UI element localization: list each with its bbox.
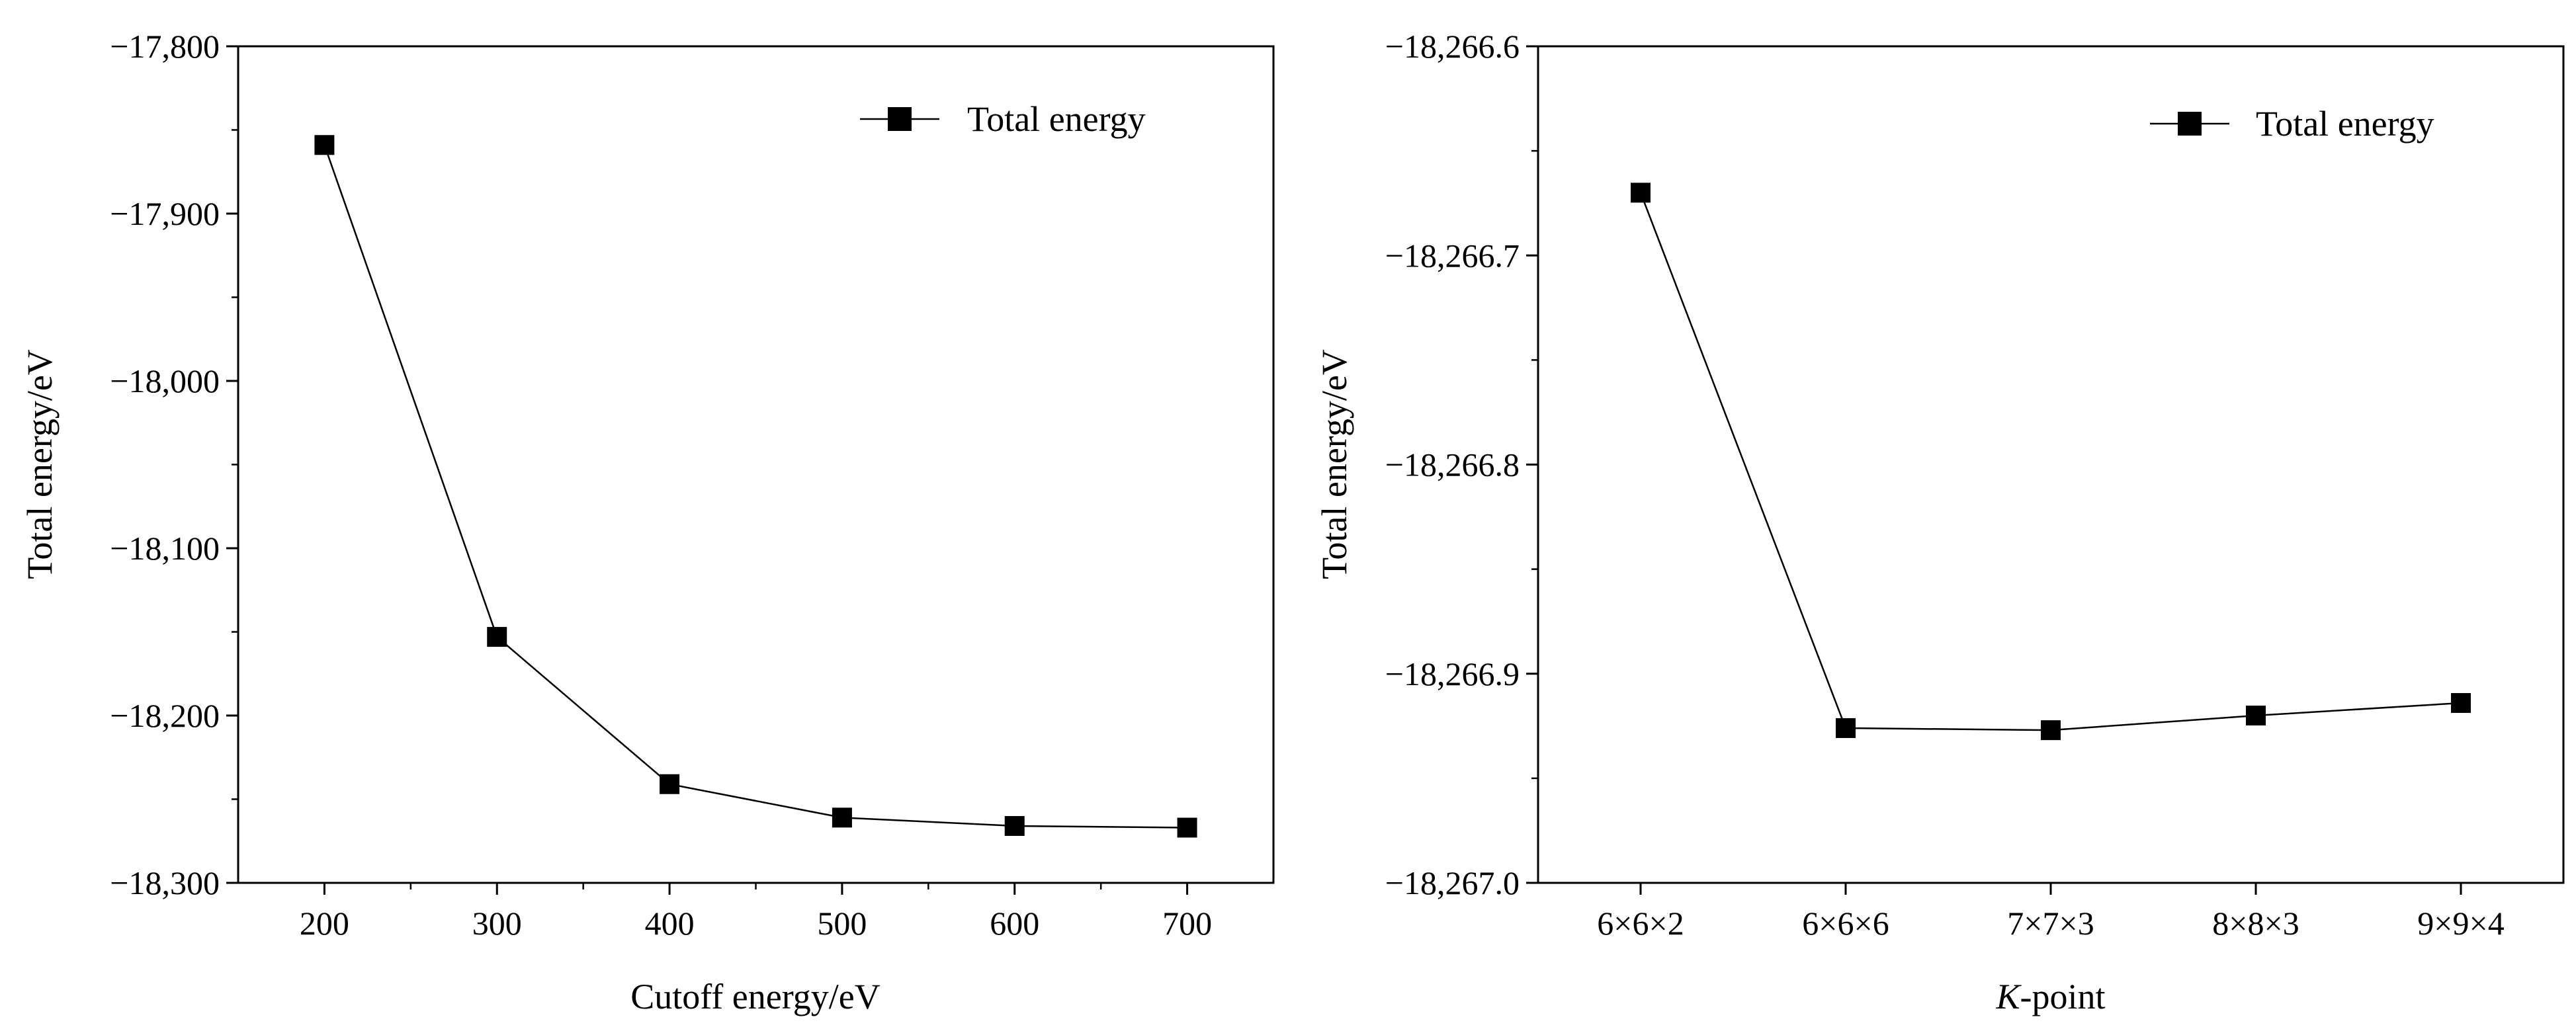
y-tick-label-left: −18,000	[110, 362, 220, 399]
data-point-left	[660, 774, 680, 794]
plot-frame-left	[237, 45, 1275, 884]
x-tick-label-right: 7×7×3	[2007, 905, 2094, 942]
legend-right: Total energy	[2150, 104, 2434, 144]
data-point-left	[1177, 817, 1197, 838]
y-tick-label-left: −17,900	[110, 195, 220, 232]
series-right	[1631, 183, 2471, 741]
data-point-left	[1004, 815, 1025, 836]
data-point-right	[2246, 706, 2266, 725]
data-point-left	[487, 627, 507, 647]
legend-left: Total energy	[860, 99, 1146, 139]
legend-label-right: Total energy	[2256, 104, 2434, 144]
x-tick-label-right: 6×6×2	[1597, 905, 1684, 942]
x-tick-label-right: 9×9×4	[2417, 905, 2504, 942]
data-point-left	[314, 135, 335, 155]
x-axis-right: 6×6×2 6×6×6 7×7×3 8×8×3 9×9×4	[1597, 883, 2505, 942]
y-tick-label-right: −18,267.0	[1385, 864, 1520, 901]
x-tick-label-left: 200	[300, 905, 349, 942]
y-tick-label-right: −18,266.8	[1385, 446, 1520, 483]
k-point-chart: −18,266.6 −18,266.7 −18,266.8 −18,266.9 −18,…	[1314, 28, 2565, 1016]
y-tick-label-right: −18,266.6	[1385, 28, 1520, 65]
series-left	[314, 135, 1197, 838]
data-point-left	[832, 807, 852, 828]
y-tick-label-left: −18,100	[110, 530, 220, 567]
legend-marker-right	[2178, 112, 2202, 136]
y-tick-label-left: −18,200	[110, 697, 220, 734]
x-axis-title-right: K-point	[1995, 977, 2105, 1016]
x-axis-left: 200 300 400 500 600 700	[300, 883, 1212, 942]
y-axis-title-left: Total energy/eV	[20, 349, 60, 579]
series-line-right	[1639, 192, 2462, 731]
data-point-right	[1836, 718, 1856, 738]
y-tick-label-right: −18,266.9	[1385, 655, 1520, 692]
y-axis-left: −17,800 −17,900 −18,000 −18,100 −18,200 −18,3…	[110, 28, 238, 901]
x-tick-label-right: 6×6×6	[1802, 905, 1889, 942]
data-point-right	[2041, 720, 2061, 741]
x-tick-label-right: 8×8×3	[2212, 905, 2299, 942]
x-axis-title-rest: -point	[2020, 977, 2106, 1016]
data-point-right	[1631, 183, 1651, 203]
x-axis-title-italic: K	[1995, 977, 2022, 1016]
legend-marker-left	[888, 107, 912, 131]
legend-label-left: Total energy	[967, 99, 1146, 139]
cutoff-energy-chart: −17,800 −17,900 −18,000 −18,100 −18,200 −18,3…	[20, 28, 1275, 1016]
x-tick-label-left: 500	[817, 905, 867, 942]
x-tick-label-left: 400	[645, 905, 695, 942]
y-tick-label-left: −18,300	[110, 864, 220, 901]
x-tick-label-left: 700	[1162, 905, 1212, 942]
y-tick-label-left: −17,800	[110, 28, 220, 65]
y-axis-right: −18,266.6 −18,266.7 −18,266.8 −18,266.9 −18,…	[1385, 28, 1538, 901]
x-tick-label-left: 600	[990, 905, 1039, 942]
data-point-right	[2451, 693, 2471, 714]
x-tick-label-left: 300	[472, 905, 522, 942]
plot-frame-right	[1537, 45, 2565, 884]
y-tick-label-right: −18,266.7	[1385, 237, 1520, 274]
y-axis-title-right: Total energy/eV	[1314, 349, 1354, 579]
x-axis-title-left: Cutoff energy/eV	[630, 977, 880, 1016]
series-line-left	[323, 144, 1187, 829]
